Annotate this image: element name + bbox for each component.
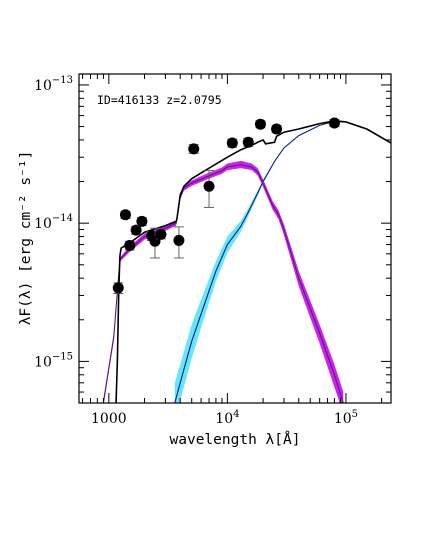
- photometry-marker: [112, 282, 124, 294]
- photometry-marker: [130, 224, 142, 236]
- photometry-point: [271, 123, 283, 135]
- stellar-component-line: [102, 164, 344, 403]
- plot-area: [102, 117, 391, 403]
- photometry-point: [226, 137, 238, 149]
- y-tick-label: 10−13: [34, 75, 73, 94]
- photometry-point: [254, 118, 266, 130]
- photometry-marker: [155, 228, 167, 240]
- plot-frame: [78, 73, 392, 404]
- photometry-marker: [173, 234, 185, 246]
- photometry-marker: [328, 117, 340, 129]
- photometry-point: [328, 117, 340, 129]
- x-tick-label: 1000: [91, 411, 127, 427]
- y-tick-label: 10−15: [34, 351, 73, 370]
- x-tick-label: 105: [334, 409, 358, 427]
- photometry-marker: [124, 239, 136, 251]
- dust-component-band: [174, 121, 391, 403]
- photometry-point: [203, 170, 215, 208]
- photometry-marker: [254, 118, 266, 130]
- dust-component-line: [174, 120, 391, 403]
- photometry-marker: [188, 143, 200, 155]
- photometry-marker: [119, 209, 131, 221]
- axis-ticks: [79, 74, 391, 404]
- photometry-point: [173, 226, 185, 259]
- photometry-point: [124, 239, 136, 251]
- photometry-marker: [203, 180, 215, 192]
- tick-labels: 1000 104 105 10−13 10−14 10−15: [34, 75, 358, 427]
- y-tick-label: 10−14: [34, 213, 73, 232]
- annotation-label: ID=416133 z=2.0795: [97, 93, 222, 107]
- stellar-component-band: [103, 160, 344, 403]
- photometry-point: [188, 143, 200, 155]
- photometry-point: [155, 228, 167, 240]
- photometry-marker: [226, 137, 238, 149]
- photometry-point: [112, 282, 124, 294]
- photometry-marker: [271, 123, 283, 135]
- x-tick-label: 104: [215, 409, 239, 427]
- photometry-marker: [242, 136, 254, 148]
- photometry-point: [136, 215, 148, 227]
- photometry-marker: [136, 215, 148, 227]
- x-axis-title: wavelength λ[Å]: [170, 431, 301, 448]
- total-model-line: [115, 120, 391, 403]
- photometry-point: [119, 209, 131, 221]
- y-axis-title: λF(λ) [erg cm⁻² s⁻¹]: [18, 151, 34, 326]
- photometry-point: [242, 136, 254, 148]
